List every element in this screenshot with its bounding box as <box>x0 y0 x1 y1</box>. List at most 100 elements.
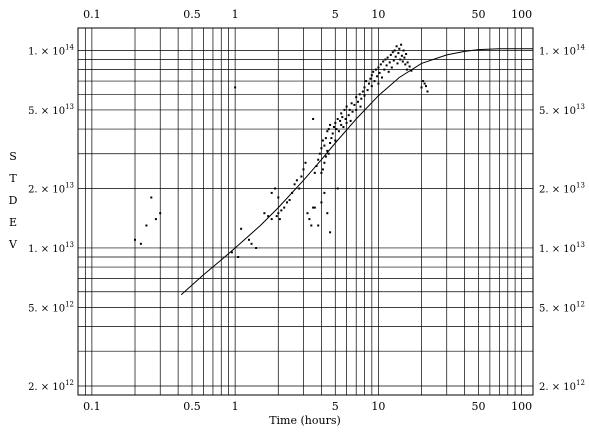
data-point <box>248 238 250 241</box>
data-point <box>326 212 329 215</box>
x-tick-label: 1 <box>232 8 239 21</box>
data-point <box>405 68 408 71</box>
x-tick-label: 0.1 <box>83 8 101 21</box>
data-point <box>395 45 398 48</box>
data-point <box>329 231 332 234</box>
data-point <box>388 61 391 64</box>
data-point <box>377 82 380 85</box>
data-point <box>399 58 402 61</box>
x-tick-label: 1 <box>232 400 239 413</box>
y-tick-label: 2. × 1012 <box>28 379 74 393</box>
data-point <box>320 171 323 174</box>
data-point <box>270 191 273 194</box>
tick-labels: 0.1 0.1 0.5 0.5 1 1 5 5 10 10 50 50 100 100 1. × 1014 1… <box>28 8 585 413</box>
data-point <box>355 108 358 111</box>
data-point <box>403 56 406 59</box>
data-point <box>384 58 387 61</box>
x-tick-label: 5 <box>332 400 339 413</box>
x-tick-label: 5 <box>332 8 339 21</box>
data-point <box>376 75 379 78</box>
data-point <box>327 128 330 131</box>
data-point <box>317 224 320 227</box>
data-point <box>408 65 411 68</box>
data-point <box>391 51 394 54</box>
data-point <box>347 114 350 117</box>
data-point <box>382 60 385 63</box>
data-point <box>374 68 377 71</box>
x-tick-label: 50 <box>472 400 486 413</box>
data-point <box>321 139 324 142</box>
data-point <box>360 97 363 100</box>
data-point <box>425 85 427 88</box>
data-point <box>392 59 395 62</box>
data-point <box>139 242 142 245</box>
data-point <box>317 158 320 161</box>
data-point <box>331 132 334 135</box>
data-point <box>365 80 368 83</box>
y-tick-label: 1. × 1013 <box>539 241 585 255</box>
plot-frame <box>77 27 534 396</box>
data-point <box>350 102 353 105</box>
data-series <box>134 43 533 296</box>
data-point <box>250 242 253 245</box>
data-point <box>410 69 413 72</box>
data-point <box>405 53 408 55</box>
data-point <box>341 116 344 119</box>
grid-lines <box>77 28 533 395</box>
data-point <box>340 123 343 126</box>
data-point <box>358 93 361 96</box>
data-point <box>267 215 270 218</box>
data-point <box>298 187 301 190</box>
data-point <box>351 110 354 113</box>
x-tick-label: 10 <box>371 400 385 413</box>
data-point <box>293 183 296 186</box>
data-point <box>349 119 352 122</box>
data-point <box>381 76 383 79</box>
data-point <box>340 112 343 115</box>
data-point <box>369 77 372 80</box>
data-point <box>313 171 316 174</box>
data-point <box>401 60 404 63</box>
y-tick-label: 1. × 1013 <box>28 241 74 255</box>
x-tick-label: 10 <box>371 8 385 21</box>
data-point <box>318 152 321 155</box>
data-point <box>304 161 307 164</box>
data-point <box>326 149 329 152</box>
data-point <box>386 56 389 59</box>
data-point <box>323 161 326 164</box>
data-point <box>335 128 338 131</box>
data-point <box>378 71 381 74</box>
data-point <box>323 144 326 147</box>
data-point <box>313 206 316 209</box>
data-point <box>337 130 340 133</box>
data-point <box>274 187 277 190</box>
x-tick-label: 100 <box>511 400 532 413</box>
data-point <box>397 52 400 55</box>
data-point <box>373 80 376 83</box>
data-point <box>150 196 153 199</box>
data-point <box>345 105 348 108</box>
data-point <box>288 199 291 201</box>
data-point <box>263 212 266 215</box>
data-point <box>344 118 347 120</box>
data-point <box>377 66 380 69</box>
data-point <box>134 238 136 241</box>
data-point <box>310 224 313 227</box>
data-point <box>308 218 311 221</box>
data-point <box>400 43 403 46</box>
x-tick-label: 0.1 <box>83 400 101 413</box>
data-point <box>383 68 386 71</box>
data-point <box>326 130 329 133</box>
data-point <box>286 201 288 204</box>
data-point <box>336 118 339 120</box>
y-tick-label: 5. × 1012 <box>539 300 585 314</box>
data-point <box>396 62 399 65</box>
data-point <box>345 121 348 124</box>
x-tick-label: 100 <box>511 8 532 21</box>
data-point <box>324 155 327 158</box>
data-point <box>394 55 397 58</box>
data-point <box>426 90 429 93</box>
x-tick-label: 0.5 <box>183 400 201 413</box>
y-axis-label-letter: S <box>9 150 17 163</box>
